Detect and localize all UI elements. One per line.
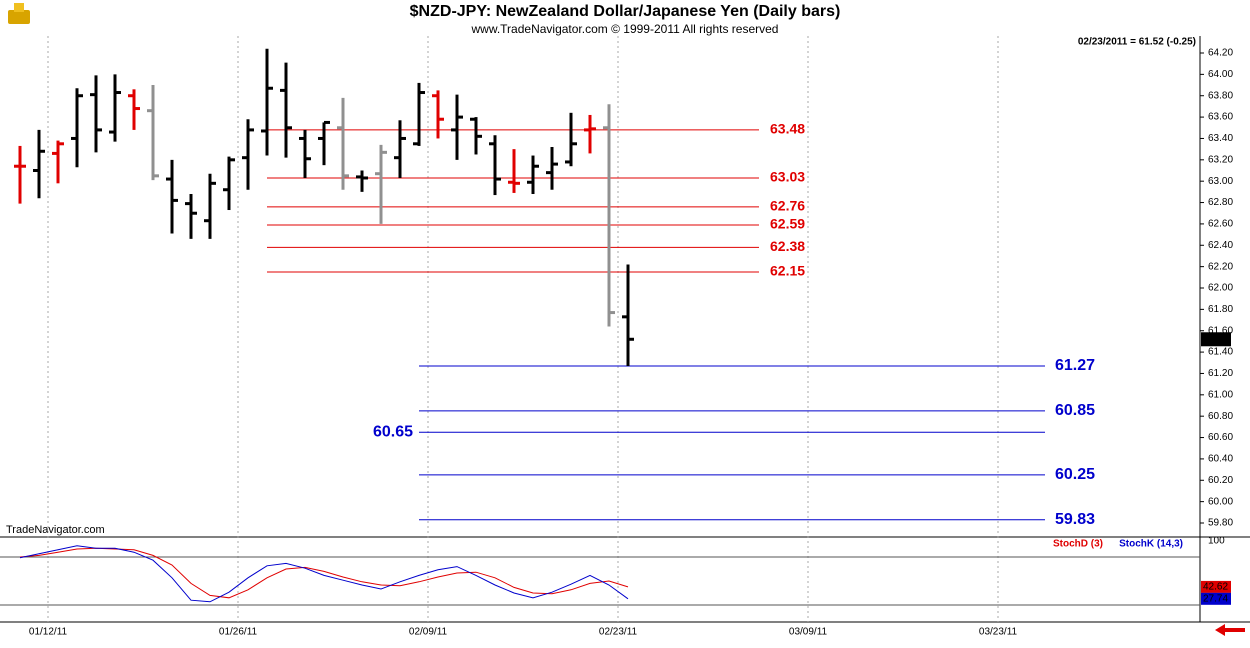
level-label: 63.03 [770,169,805,185]
y-tick-label: 61.20 [1208,368,1233,379]
y-tick-label: 63.80 [1208,90,1233,101]
level-label: 63.48 [770,121,805,137]
y-tick-label: 63.60 [1208,112,1233,123]
stoch-tick-label: 100 [1208,536,1225,547]
x-tick-label: 02/23/11 [599,627,638,638]
stoch-value-box [1201,580,1231,593]
y-tick-label: 62.60 [1208,219,1233,230]
level-label: 60.25 [1055,466,1095,483]
legend-entry: StochD (3) [1053,539,1103,550]
stoch-value-label: 27.74 [1203,593,1228,604]
y-tick-label: 64.00 [1208,69,1233,80]
y-tick-label: 60.60 [1208,432,1233,443]
level-label: 62.76 [770,198,805,214]
watermark: TradeNavigator.com [6,524,105,536]
subtitle: www.TradeNavigator.com © 1999-2011 All r… [471,22,779,36]
stoch-line [19,545,629,603]
y-tick-label: 60.00 [1208,496,1233,507]
last-price-box [1201,332,1231,347]
scroll-arrow[interactable] [1215,624,1245,636]
y-tick-label: 61.60 [1208,325,1233,336]
x-tick-label: 01/26/11 [219,627,258,638]
x-tick-label: 03/09/11 [789,627,828,638]
stoch-value-label: 42.62 [1203,582,1228,593]
level-label: 60.65 [373,423,413,440]
y-tick-label: 61.80 [1208,304,1233,315]
stoch-value-box [1201,592,1231,605]
chart-title: $NZD-JPY: NewZealand Dollar/Japanese Yen… [410,3,841,20]
y-tick-label: 61.00 [1208,389,1233,400]
x-tick-label: 01/12/11 [29,627,68,638]
quote: 02/23/2011 = 61.52 (-0.25) [1078,37,1196,48]
legend-entry: StochK (14,3) [1119,539,1183,550]
logo [8,3,30,24]
level-label: 60.85 [1055,402,1095,419]
y-tick-label: 62.00 [1208,283,1233,294]
level-label: 61.27 [1055,357,1095,374]
y-tick-label: 60.80 [1208,411,1233,422]
y-tick-label: 59.80 [1208,518,1233,529]
y-tick-label: 62.80 [1208,197,1233,208]
last-price-label: 61.52 [1203,334,1228,345]
level-label: 62.59 [770,216,805,232]
level-label: 62.15 [770,263,805,279]
x-tick-label: 03/23/11 [979,627,1018,638]
y-tick-label: 64.20 [1208,48,1233,59]
y-tick-label: 62.20 [1208,261,1233,272]
y-tick-label: 62.40 [1208,240,1233,251]
y-tick-label: 61.40 [1208,347,1233,358]
y-tick-label: 63.00 [1208,176,1233,187]
level-label: 59.83 [1055,511,1095,528]
y-tick-label: 63.40 [1208,133,1233,144]
y-tick-label: 60.20 [1208,475,1233,486]
y-tick-label: 63.20 [1208,154,1233,165]
x-tick-label: 02/09/11 [409,627,448,638]
level-label: 62.38 [770,238,805,254]
y-tick-label: 60.40 [1208,454,1233,465]
